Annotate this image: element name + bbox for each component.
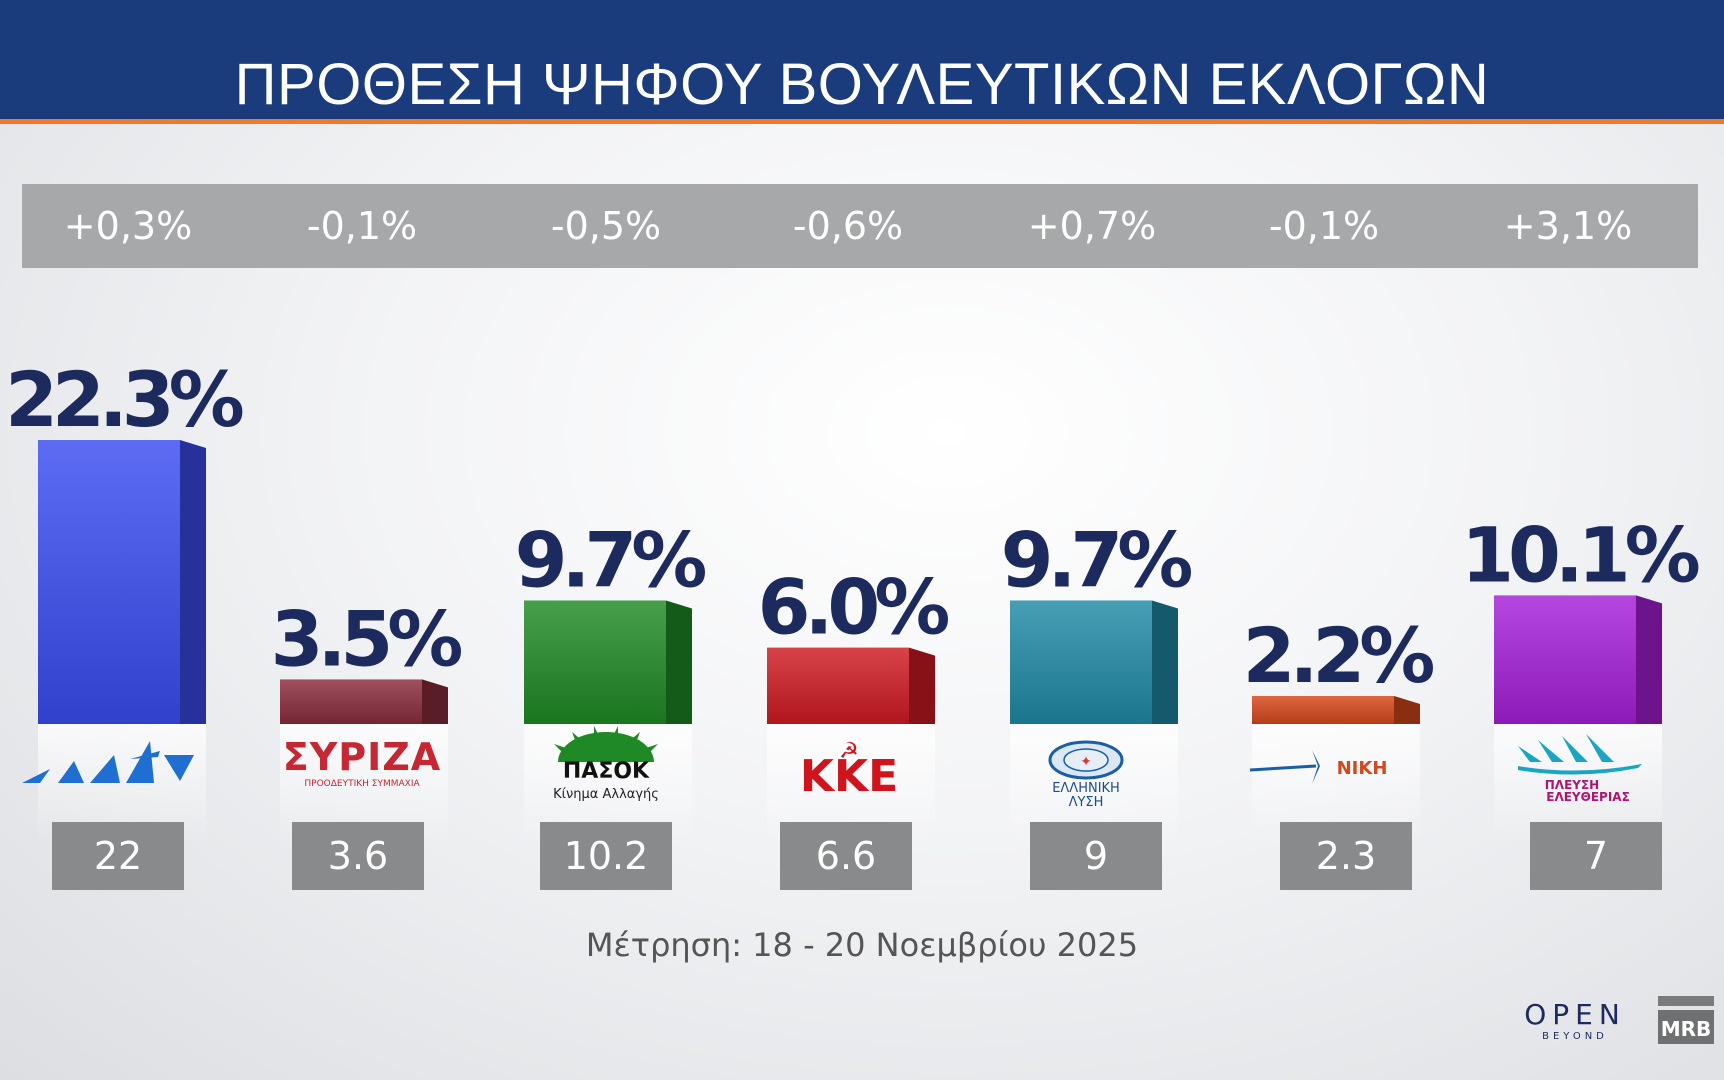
value-label-0: 22.3% xyxy=(5,355,243,444)
open-logo-tagline: BEYOND xyxy=(1542,1031,1608,1042)
kke-name: ΚΚΕ xyxy=(800,751,898,802)
value-label-2: 9.7% xyxy=(515,515,706,604)
bar-side-2 xyxy=(666,600,692,724)
syriza-subtitle: ΠΡΟΟΔΕΥΤΙΚΗ ΣΥΜΜΑΧΙΑ xyxy=(304,779,420,789)
kke-logo: ΚΚΕ ☭ xyxy=(800,739,898,802)
bar-side-4 xyxy=(1152,600,1178,724)
bar-front-6 xyxy=(1494,595,1636,724)
change-label-3: -0,6% xyxy=(792,204,904,248)
bar-front-1 xyxy=(280,679,422,724)
page-title: ΠΡΟΘΕΣΗ ΨΗΦΟΥ ΒΟΥΛΕΥΤΙΚΩΝ ΕΚΛΟΓΩΝ xyxy=(234,52,1490,117)
niki-logo: ΝΙΚΗ xyxy=(1249,750,1388,784)
change-label-2: -0,5% xyxy=(550,204,662,248)
pasok-logo: ΠΑΣΟΚ Κίνημα Αλλαγής xyxy=(553,726,659,802)
mrb-logo-text: MRB xyxy=(1658,1010,1714,1044)
bar-2 xyxy=(524,600,692,844)
seats-box-3: 6.6 xyxy=(780,822,912,890)
seats-box-1: 3.6 xyxy=(292,822,424,890)
plefsi-line2: ΕΛΕΥΘΕΡΙΑΣ xyxy=(1546,790,1630,804)
pasok-name: ΠΑΣΟΚ xyxy=(563,759,650,784)
change-label-4: +0,7% xyxy=(1027,204,1157,248)
compass-icon: ✦ xyxy=(1080,754,1092,770)
syriza-logo: ΣΥΡΙΖΑ ΠΡΟΟΔΕΥΤΙΚΗ ΣΥΜΜΑΧΙΑ xyxy=(283,735,441,789)
bar-front-3 xyxy=(767,647,909,724)
bar-0 xyxy=(38,440,206,844)
bar-side-6 xyxy=(1636,595,1662,724)
measurement-period: Μέτρηση: 18 - 20 Νοεμβρίου 2025 xyxy=(585,926,1139,964)
elliniki-lysi-logo: ✦ ΕΛΛΗΝΙΚΗ ΛΥΣΗ xyxy=(1048,740,1124,810)
open-logo-text: OPEN xyxy=(1524,998,1626,1031)
change-label-5: -0,1% xyxy=(1268,204,1380,248)
hammer-sickle-icon: ☭ xyxy=(839,739,859,764)
open-beyond-logo: OPEN BEYOND xyxy=(1520,1000,1630,1048)
bar-side-0 xyxy=(180,440,206,724)
value-labels-layer: 22.3% 3.5% 9.7% 6.0% 9.7% 2.2% 10.1% xyxy=(5,355,1705,700)
niki-name: ΝΙΚΗ xyxy=(1337,758,1388,779)
change-label-0: +0,3% xyxy=(63,204,193,248)
change-band xyxy=(22,184,1698,268)
el-lysi-line1: ΕΛΛΗΝΙΚΗ xyxy=(1052,781,1120,796)
seats-box-6: 7 xyxy=(1530,822,1662,890)
plefsi-line1: ΠΛΕΥΣΗ xyxy=(1545,778,1599,792)
value-label-5: 2.2% xyxy=(1243,611,1434,700)
bar-side-1 xyxy=(422,679,448,724)
seats-box-4: 9 xyxy=(1030,822,1162,890)
seats-box-0: 22 xyxy=(52,822,184,890)
party-logos-1: ΣΥΡΙΖΑ xyxy=(283,735,441,779)
value-label-6: 10.1% xyxy=(1461,510,1699,599)
nd-logo xyxy=(22,741,194,783)
el-lysi-line2: ΛΥΣΗ xyxy=(1069,795,1104,810)
bar-front-4 xyxy=(1010,600,1152,724)
mrb-logo: MRB xyxy=(1658,996,1714,1046)
bar-front-2 xyxy=(524,600,666,724)
bar-front-5 xyxy=(1252,695,1394,724)
bar-front-0 xyxy=(38,440,180,724)
value-label-4: 9.7% xyxy=(1001,515,1192,604)
value-label-3: 6.0% xyxy=(758,563,949,652)
bar-6 xyxy=(1494,595,1662,844)
value-label-1: 3.5% xyxy=(271,594,462,683)
seats-box-5: 2.3 xyxy=(1280,822,1412,890)
bar-side-5 xyxy=(1394,695,1420,724)
change-label-6: +3,1% xyxy=(1503,204,1633,248)
change-label-1: -0,1% xyxy=(306,204,418,248)
seats-box-2: 10.2 xyxy=(540,822,672,890)
bar-side-3 xyxy=(909,647,935,724)
pasok-subtitle: Κίνημα Αλλαγής xyxy=(553,787,659,802)
plefsi-logo: ΠΛΕΥΣΗ ΕΛΕΥΘΕΡΙΑΣ xyxy=(1518,734,1642,804)
header-banner: ΠΡΟΘΕΣΗ ΨΗΦΟΥ ΒΟΥΛΕΥΤΙΚΩΝ ΕΚΛΟΓΩΝ xyxy=(0,0,1724,124)
